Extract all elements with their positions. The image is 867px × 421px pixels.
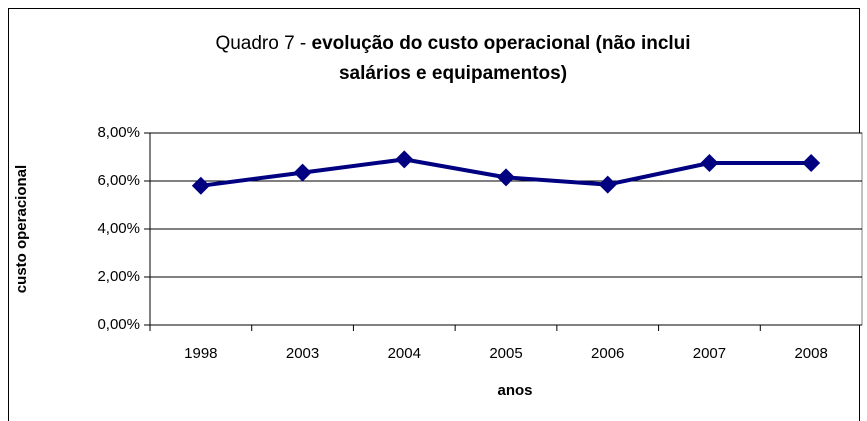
- data-point: [700, 154, 719, 172]
- data-point: [191, 176, 210, 195]
- y-tick-label: 2,00%: [97, 268, 140, 285]
- data-point: [497, 168, 515, 187]
- title-prefix: Quadro 7 -: [215, 33, 306, 54]
- x-tick-label: 2007: [693, 345, 726, 362]
- y-tick-label: 0,00%: [97, 316, 140, 333]
- chart-title: Quadro 7 - evolução do custo operacional…: [215, 33, 690, 54]
- x-tick-label: 1998: [184, 345, 217, 362]
- title-line: evolução do custo operacional (não inclu…: [312, 33, 691, 54]
- data-point: [293, 163, 312, 182]
- title-line: salários e equipamentos): [339, 63, 567, 84]
- y-tick-label: 6,00%: [97, 172, 140, 189]
- x-tick-label: 2008: [794, 345, 827, 362]
- x-tick-label: 2005: [489, 345, 522, 362]
- x-tick-label: 2006: [591, 345, 624, 362]
- x-axis-title: anos: [497, 382, 532, 399]
- y-tick-label: 4,00%: [97, 220, 140, 237]
- data-point: [395, 150, 414, 169]
- data-point: [802, 154, 821, 172]
- x-tick-label: 2004: [388, 345, 421, 362]
- data-point: [598, 175, 617, 194]
- x-tick-label: 2003: [286, 345, 319, 362]
- y-axis-title: custo operacional: [13, 165, 30, 293]
- y-tick-label: 8,00%: [97, 124, 140, 141]
